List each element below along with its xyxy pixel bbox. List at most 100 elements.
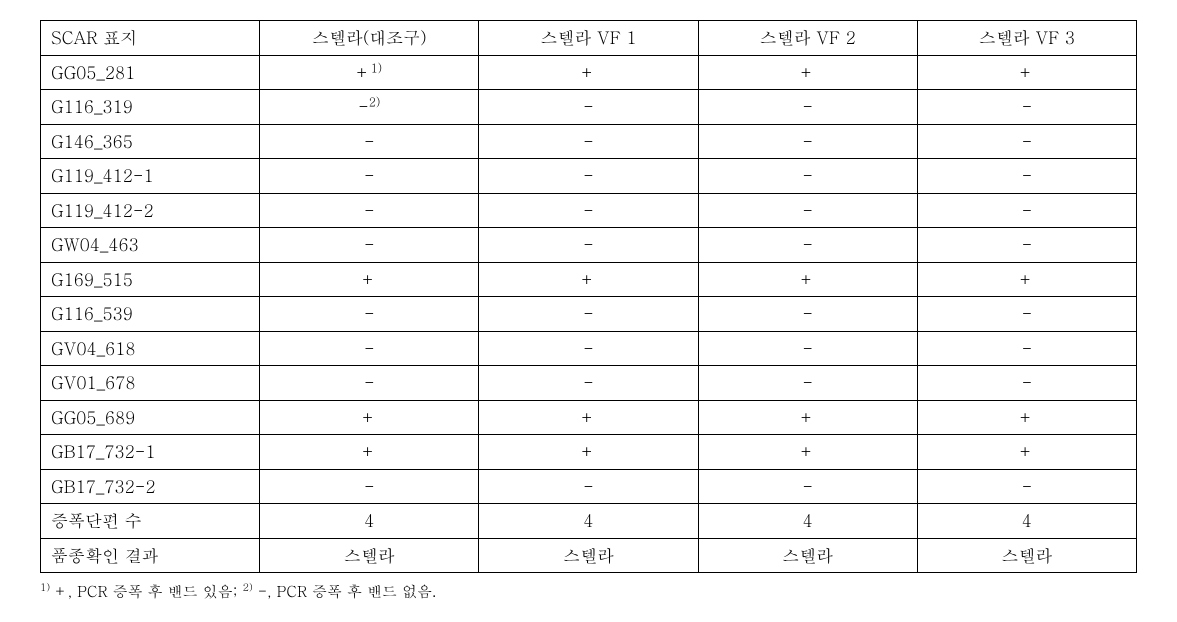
table-row: GG05_689++++	[41, 400, 1137, 435]
table-row: G116_319-2)---	[41, 90, 1137, 125]
cell-value: +	[479, 262, 698, 297]
cell-value: -	[698, 90, 917, 125]
cell-value: -	[917, 124, 1136, 159]
cell-value: +	[260, 400, 479, 435]
cell-value: -	[260, 228, 479, 263]
scar-table: SCAR 표지 스텔라(대조구) 스텔라 VF 1 스텔라 VF 2 스텔라 V…	[40, 20, 1137, 573]
cell-value: +	[479, 55, 698, 90]
cell-value: -	[917, 297, 1136, 332]
cell-value: -2)	[260, 90, 479, 125]
cell-value: -	[260, 366, 479, 401]
table-row: GB17_732-1++++	[41, 435, 1137, 470]
cell-value: +	[260, 435, 479, 470]
cell-value: 4	[260, 504, 479, 539]
col-header: 스텔라(대조구)	[260, 21, 479, 56]
table-row: 증폭단편 수4444	[41, 504, 1137, 539]
row-label: G119_412-2	[41, 193, 260, 228]
table-row: GB17_732-2----	[41, 469, 1137, 504]
cell-value: -	[917, 331, 1136, 366]
row-label: GG05_281	[41, 55, 260, 90]
footnote-text: -, PCR 증폭 후 밴드 없음.	[253, 581, 437, 602]
cell-value: -	[698, 469, 917, 504]
table-header: SCAR 표지 스텔라(대조구) 스텔라 VF 1 스텔라 VF 2 스텔라 V…	[41, 21, 1137, 56]
table-row: G169_515++++	[41, 262, 1137, 297]
cell-value: -	[698, 228, 917, 263]
cell-value: +	[917, 262, 1136, 297]
table-row: GW04_463----	[41, 228, 1137, 263]
cell-value: -	[260, 159, 479, 194]
cell-value: +	[917, 435, 1136, 470]
cell-value: 4	[698, 504, 917, 539]
cell-value: 4	[917, 504, 1136, 539]
table-body: GG05_281+1)+++G116_319-2)---G146_365----…	[41, 55, 1137, 573]
cell-value: -	[917, 228, 1136, 263]
cell-value: +	[698, 400, 917, 435]
footnote-ref: 2)	[369, 94, 381, 110]
cell-value: -	[479, 297, 698, 332]
row-label: G116_319	[41, 90, 260, 125]
cell-value: -	[479, 228, 698, 263]
cell-value: -	[917, 159, 1136, 194]
cell-value: -	[260, 297, 479, 332]
row-label: G146_365	[41, 124, 260, 159]
cell-value: +	[698, 55, 917, 90]
cell-value: +	[698, 435, 917, 470]
cell-value: -	[260, 124, 479, 159]
cell-value: -	[260, 469, 479, 504]
cell-value: -	[698, 124, 917, 159]
row-label: GV04_618	[41, 331, 260, 366]
row-label: G169_515	[41, 262, 260, 297]
row-label: GW04_463	[41, 228, 260, 263]
table-row: G116_539----	[41, 297, 1137, 332]
cell-value: +	[917, 400, 1136, 435]
col-header: 스텔라 VF 3	[917, 21, 1136, 56]
cell-value: -	[917, 90, 1136, 125]
cell-value: 4	[479, 504, 698, 539]
row-label: G116_539	[41, 297, 260, 332]
table-row: G146_365----	[41, 124, 1137, 159]
cell-value: +	[917, 55, 1136, 90]
table-row: G119_412-1----	[41, 159, 1137, 194]
row-label: GB17_732-2	[41, 469, 260, 504]
row-label: G119_412-1	[41, 159, 260, 194]
col-header: 스텔라 VF 2	[698, 21, 917, 56]
table-row: GG05_281+1)+++	[41, 55, 1137, 90]
cell-value: +	[698, 262, 917, 297]
cell-value: -	[698, 297, 917, 332]
cell-value: -	[479, 124, 698, 159]
table-row: GV04_618----	[41, 331, 1137, 366]
cell-value: 스텔라	[917, 538, 1136, 573]
cell-value: 스텔라	[479, 538, 698, 573]
footnote: 1) +, PCR 증폭 후 밴드 있음; 2) -, PCR 증폭 후 밴드 …	[40, 579, 1137, 602]
row-label: GV01_678	[41, 366, 260, 401]
cell-value: -	[479, 193, 698, 228]
row-label: 품종확인 결과	[41, 538, 260, 573]
cell-value: -	[479, 469, 698, 504]
cell-value: -	[698, 366, 917, 401]
col-header: SCAR 표지	[41, 21, 260, 56]
cell-value: -	[479, 159, 698, 194]
row-label: GB17_732-1	[41, 435, 260, 470]
footnote-marker: 2)	[243, 579, 253, 594]
footnote-text: +, PCR 증폭 후 밴드 있음;	[50, 581, 242, 602]
cell-value: 스텔라	[698, 538, 917, 573]
cell-value: -	[260, 193, 479, 228]
cell-value: -	[917, 193, 1136, 228]
cell-value: +	[479, 400, 698, 435]
cell-value: -	[698, 159, 917, 194]
cell-value: -	[479, 366, 698, 401]
cell-value: +	[479, 435, 698, 470]
table-row: G119_412-2----	[41, 193, 1137, 228]
cell-value: +1)	[260, 55, 479, 90]
cell-value: -	[698, 331, 917, 366]
footnote-ref: 1)	[371, 60, 383, 76]
header-row: SCAR 표지 스텔라(대조구) 스텔라 VF 1 스텔라 VF 2 스텔라 V…	[41, 21, 1137, 56]
table-row: GV01_678----	[41, 366, 1137, 401]
row-label: GG05_689	[41, 400, 260, 435]
table-row: 품종확인 결과스텔라스텔라스텔라스텔라	[41, 538, 1137, 573]
cell-value: +	[260, 262, 479, 297]
cell-value: 스텔라	[260, 538, 479, 573]
row-label: 증폭단편 수	[41, 504, 260, 539]
cell-value: -	[260, 331, 479, 366]
cell-value: -	[917, 366, 1136, 401]
